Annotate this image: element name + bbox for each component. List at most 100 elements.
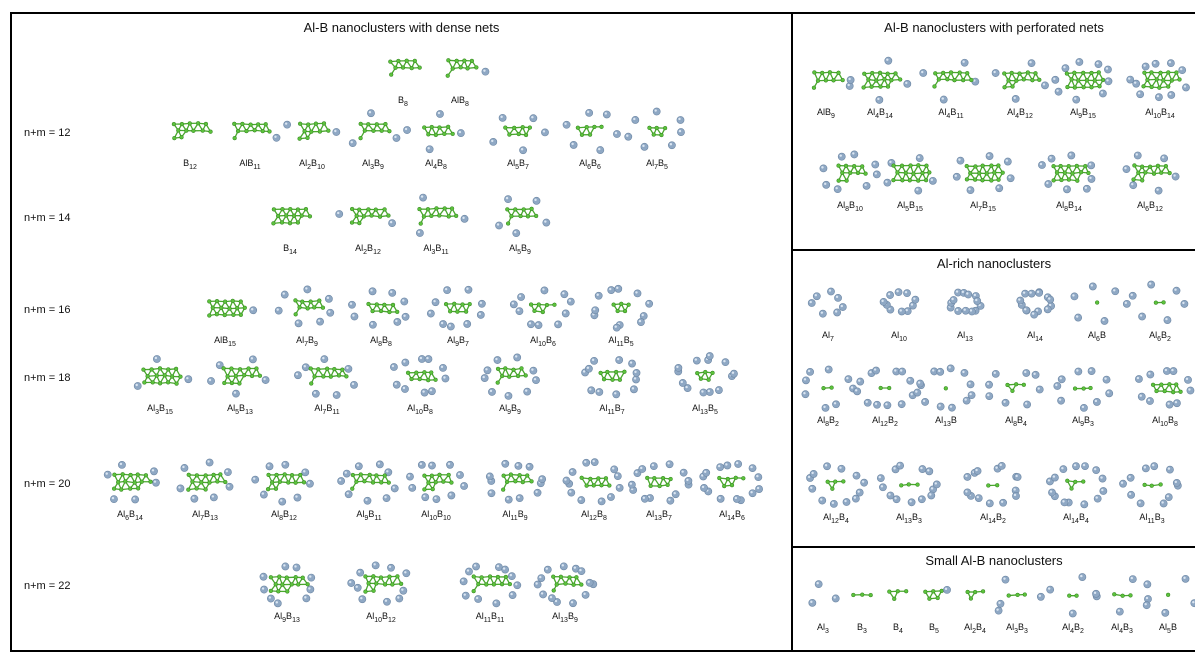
b-atom — [184, 129, 188, 133]
b-atom — [281, 207, 285, 211]
al-atom — [986, 393, 993, 400]
al-atom-highlight — [616, 287, 618, 289]
al-atom-highlight — [670, 143, 672, 145]
al-atom — [515, 462, 522, 469]
b-atom — [155, 374, 159, 378]
b-atom — [249, 123, 253, 127]
al-atom — [823, 463, 830, 470]
al-atom-highlight — [846, 377, 848, 379]
cluster-structure — [850, 366, 920, 414]
al-atom-highlight — [1025, 402, 1027, 404]
al-atom — [1023, 369, 1030, 376]
cluster-al10b10: Al10B10 — [401, 460, 471, 522]
cluster-structure — [1062, 281, 1132, 329]
b-atom — [840, 171, 844, 175]
al-atom — [460, 578, 467, 585]
al-atom-highlight — [1106, 79, 1108, 81]
al-atom-highlight — [305, 287, 307, 289]
cluster-label: Al10B10 — [401, 509, 471, 522]
b-atom — [226, 374, 230, 378]
al-atom-highlight — [1063, 66, 1065, 68]
al-atom — [852, 495, 859, 502]
al-atom — [505, 496, 512, 503]
al-atom-highlight — [1033, 373, 1035, 375]
al-atom — [955, 307, 962, 314]
al-atom-highlight — [479, 313, 481, 315]
b-atom — [437, 214, 441, 218]
al-atom — [904, 80, 911, 87]
al-atom-highlight — [931, 179, 933, 181]
al-atom-highlight — [483, 69, 485, 71]
al-atom — [1146, 397, 1153, 404]
al-atom — [613, 324, 620, 331]
al-atom — [1100, 487, 1107, 494]
b-atom — [396, 574, 400, 578]
al-atom — [1155, 187, 1162, 194]
b-atom — [1011, 389, 1015, 393]
b-atom — [350, 221, 354, 225]
al-atom — [918, 496, 925, 503]
al-atom-highlight — [494, 601, 496, 603]
al-atom-highlight — [427, 147, 429, 149]
cluster-structure — [215, 109, 285, 157]
b-atom — [545, 303, 549, 307]
al-atom — [1130, 182, 1137, 189]
al-atom — [282, 461, 289, 468]
b-atom — [284, 214, 288, 218]
al-atom-highlight — [441, 322, 443, 324]
al-atom-highlight — [154, 480, 156, 482]
al-atom — [1058, 376, 1065, 383]
al-atom-highlight — [1095, 496, 1097, 498]
b-atom — [1154, 301, 1158, 305]
al-atom-highlight — [112, 497, 114, 499]
al-atom-highlight — [541, 592, 543, 594]
b-atom — [588, 133, 592, 137]
cluster-al14b2: Al14B2 — [958, 463, 1028, 525]
al-atom — [898, 401, 905, 408]
cluster-al10b12: Al10B12 — [346, 562, 416, 624]
cluster-structure — [485, 194, 555, 242]
b-atom — [1171, 390, 1175, 394]
b-atom — [892, 164, 896, 168]
al-atom-highlight — [875, 403, 877, 405]
al-atom — [929, 177, 936, 184]
b-atom — [146, 374, 150, 378]
al-atom — [396, 595, 403, 602]
al-atom-highlight — [609, 495, 611, 497]
al-atom — [1081, 462, 1088, 469]
al-atom-highlight — [1137, 377, 1139, 379]
cluster-al3b15: Al3B15 — [125, 354, 195, 416]
al-atom — [825, 366, 832, 373]
cluster-label: Al4B8 — [401, 158, 471, 171]
b-atom — [519, 214, 523, 218]
cluster-label: Al13B — [911, 415, 981, 428]
cluster-structure — [338, 109, 408, 157]
al-atom-highlight — [371, 323, 373, 325]
al-atom-highlight — [449, 493, 451, 495]
b-atom — [619, 302, 623, 306]
b-atom — [1112, 592, 1116, 596]
al-atom-highlight — [955, 175, 957, 177]
al-atom — [921, 398, 928, 405]
b-atom — [1037, 78, 1041, 82]
b-atom — [602, 377, 606, 381]
b-atom — [1011, 85, 1015, 89]
b-atom — [833, 480, 837, 484]
al-atom — [943, 586, 950, 593]
b-atom — [268, 130, 272, 134]
b-atom — [965, 177, 969, 181]
b-atom — [255, 367, 259, 371]
al-atom-highlight — [852, 152, 854, 154]
cluster-structure — [423, 286, 493, 334]
al-atom-highlight — [1174, 289, 1176, 291]
b-atom — [359, 122, 363, 126]
al-atom — [383, 495, 390, 502]
al-atom — [940, 96, 947, 103]
al-atom-highlight — [531, 368, 533, 370]
b-atom — [604, 476, 608, 480]
al-atom — [428, 462, 435, 469]
b-atom — [410, 377, 414, 381]
b-atom — [435, 206, 439, 210]
al-atom — [543, 219, 550, 226]
al-atom — [1167, 60, 1174, 67]
